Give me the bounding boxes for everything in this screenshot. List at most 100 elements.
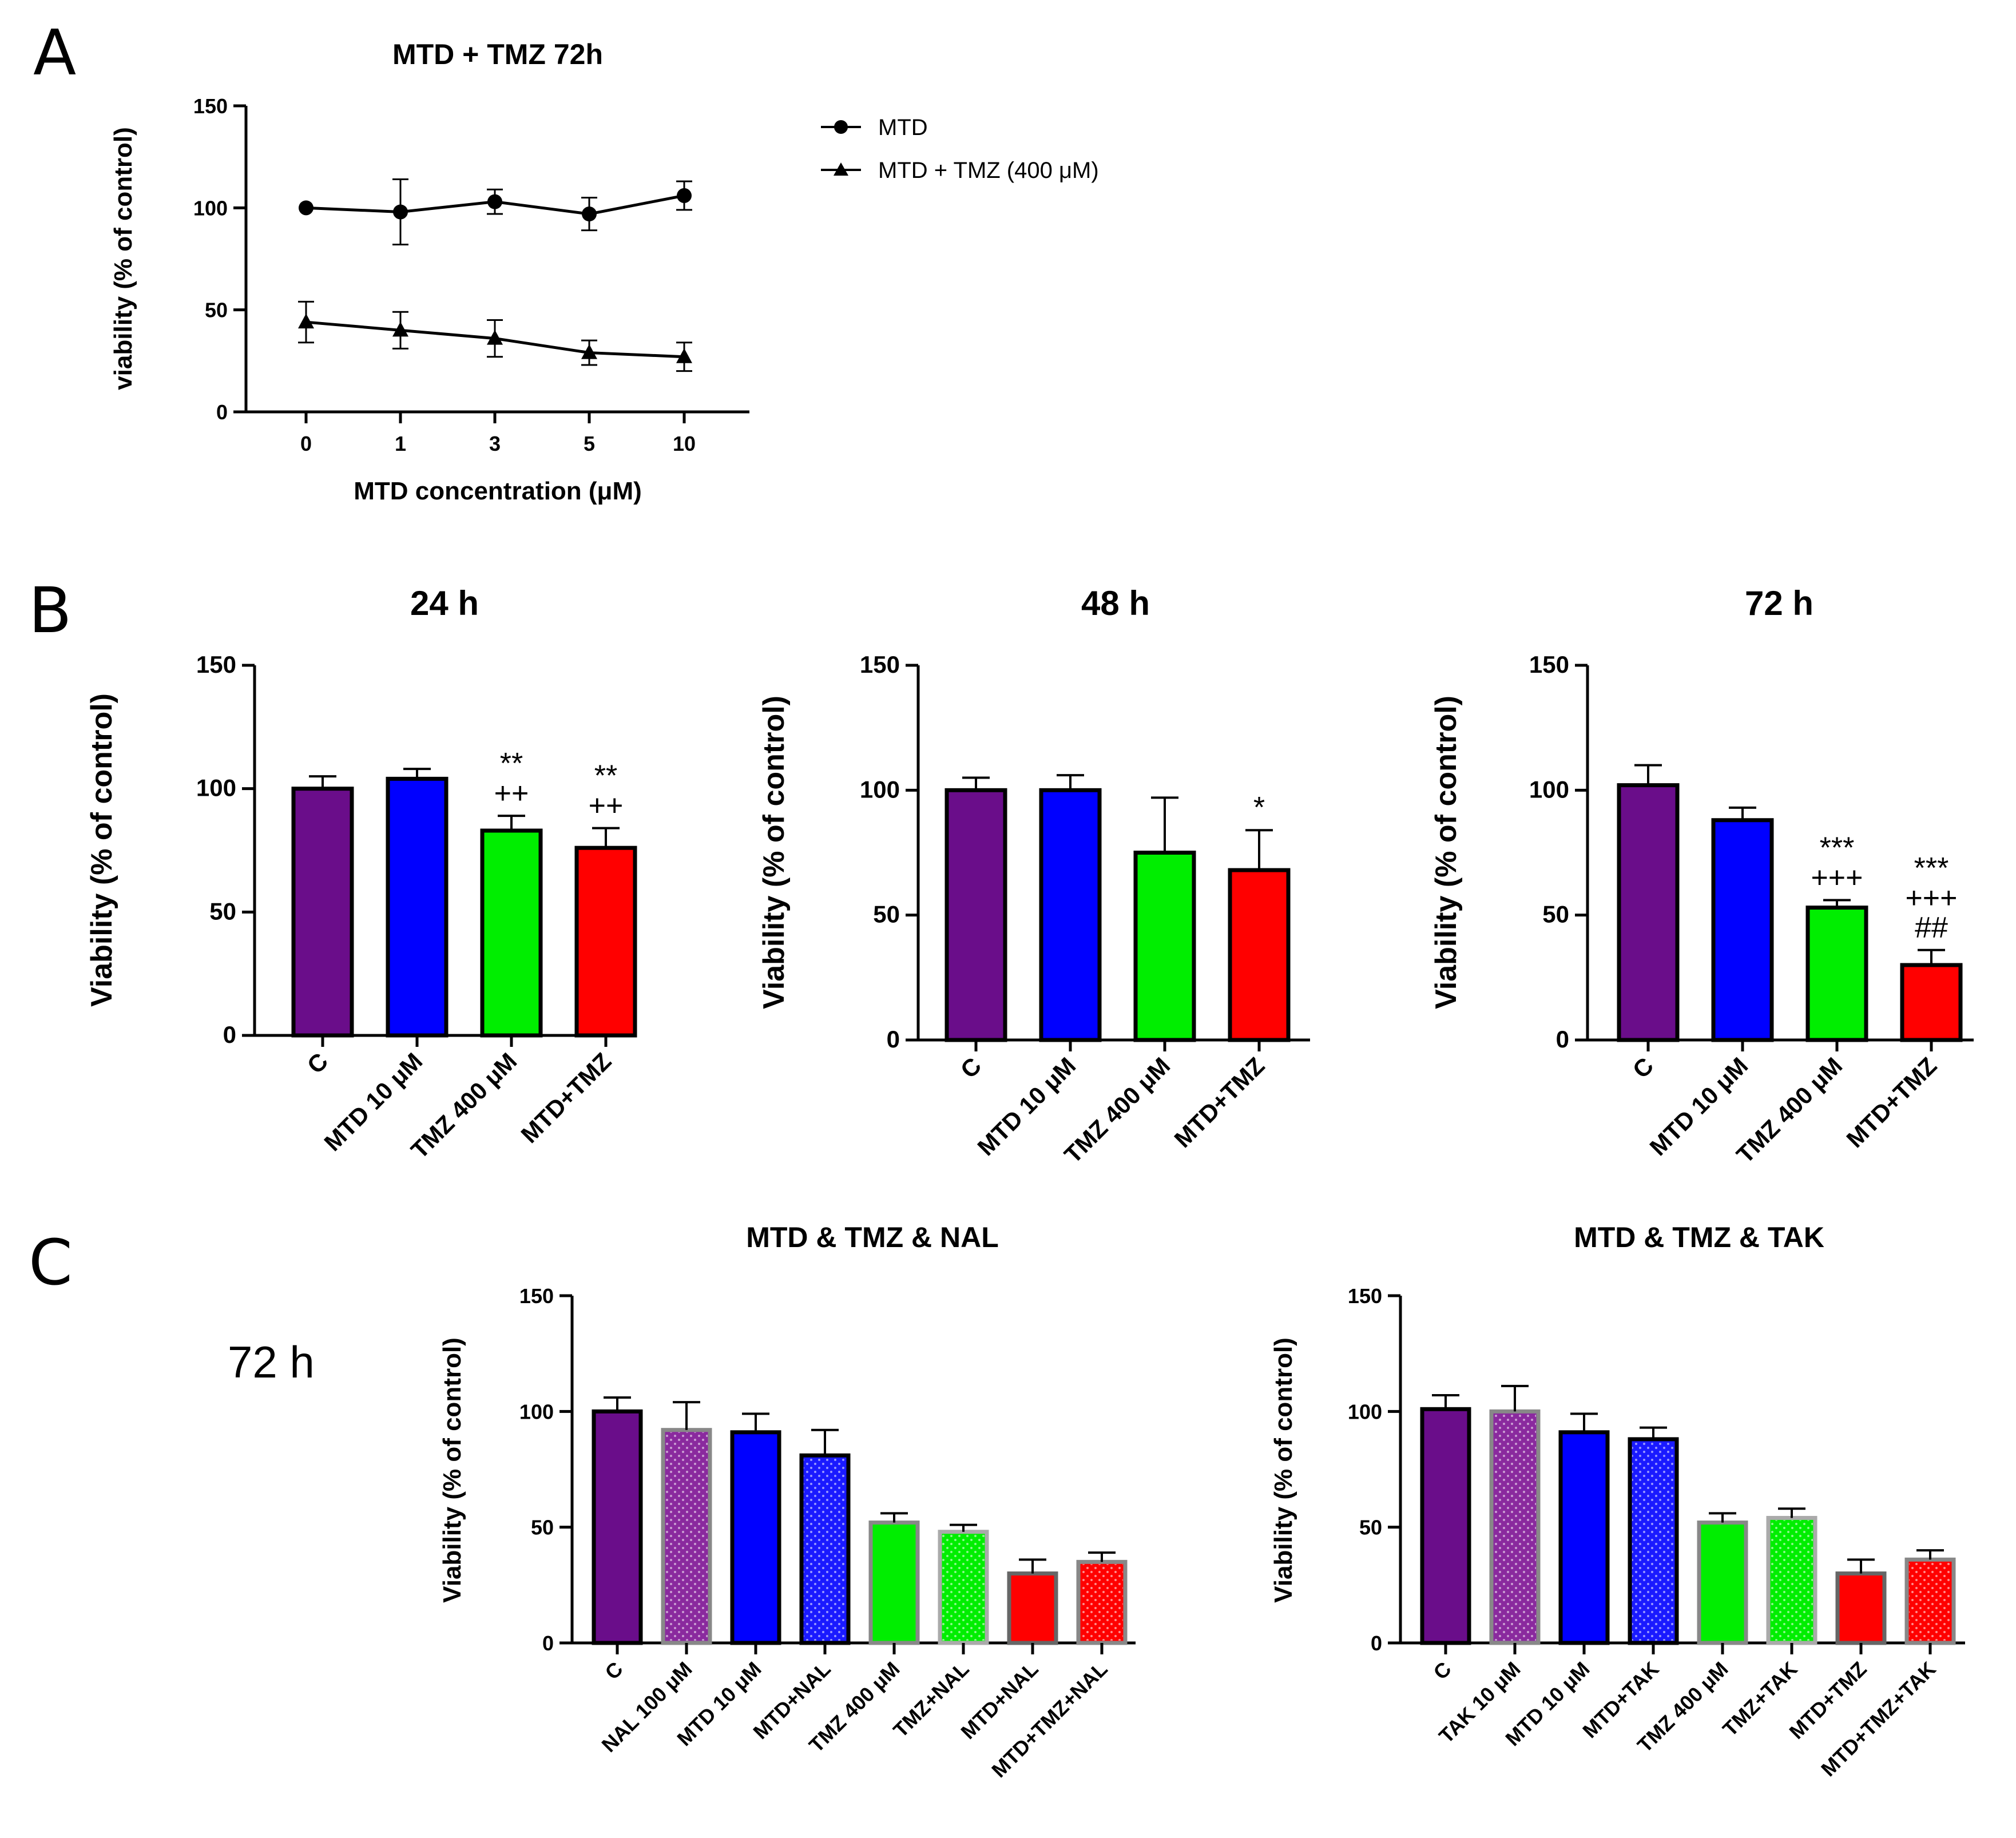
significance-label: ++ <box>494 777 529 810</box>
data-point <box>299 200 313 216</box>
x-axis-title: MTD concentration (μM) <box>354 477 642 505</box>
y-tick-label: 100 <box>196 775 236 801</box>
bar <box>730 1430 781 1645</box>
bar <box>1228 868 1291 1042</box>
bar-pattern <box>1771 1520 1813 1641</box>
y-axis-title: Viability (% of control) <box>85 693 118 1007</box>
significance-label: ++ <box>589 789 624 823</box>
y-axis-title: Viability (% of control) <box>1269 1337 1297 1603</box>
y-tick-label: 150 <box>519 1284 554 1308</box>
significance-label: *** <box>1914 852 1949 885</box>
bar <box>1900 963 1963 1042</box>
y-axis-title: Viability (% of control) <box>757 696 791 1009</box>
bar-pattern <box>1909 1562 1951 1641</box>
bar <box>1805 906 1868 1042</box>
bar <box>944 788 1007 1042</box>
x-tick-label: C <box>955 1052 987 1083</box>
bar <box>1697 1521 1748 1645</box>
y-tick-label: 0 <box>1371 1631 1382 1655</box>
bar-pattern <box>1632 1441 1674 1641</box>
y-axis-title: viability (% of control) <box>109 127 137 390</box>
y-tick-label: 100 <box>860 776 900 803</box>
x-tick-label: C <box>600 1657 627 1684</box>
significance-label: ** <box>594 760 617 793</box>
data-point <box>677 188 692 203</box>
panel-letter-a: A <box>33 16 76 89</box>
chart-title: MTD & TMZ & NAL <box>746 1221 999 1253</box>
y-tick-label: 100 <box>193 196 228 220</box>
bar-chart-c-tak: 0 50 100 150 Viability (% of control) MTD & T… <box>1269 1221 1965 1781</box>
data-point <box>581 344 597 359</box>
y-tick-label: 0 <box>223 1021 236 1048</box>
y-tick-label: 100 <box>1348 1400 1382 1423</box>
legend-marker <box>834 120 848 134</box>
bar <box>1007 1571 1058 1645</box>
bar-chart-b-72h: 0 50 100 150 Viability (% of control) 72 h C MT… <box>1430 584 1974 1168</box>
data-point <box>392 321 408 337</box>
x-tick-label: MTD+TMZ <box>1169 1052 1269 1153</box>
chart-title: 24 h <box>410 584 479 622</box>
bar <box>868 1521 920 1645</box>
y-tick-label: 100 <box>519 1400 554 1423</box>
bar <box>574 845 637 1038</box>
data-point <box>393 204 408 220</box>
chart-title: MTD & TMZ & TAK <box>1574 1221 1824 1253</box>
panel-letter-b: B <box>29 574 72 647</box>
bar-pattern <box>942 1534 985 1641</box>
bar-pattern <box>1081 1564 1123 1641</box>
bar-chart-b-24h: 0 50 100 150 Viability (% of control) 24 h C MT… <box>85 584 637 1164</box>
legend-label: MTD <box>878 115 928 140</box>
bar <box>1420 1407 1471 1645</box>
bar <box>291 787 354 1038</box>
x-tick-label: 0 <box>300 432 312 455</box>
y-tick-label: 100 <box>1529 776 1569 803</box>
significance-label: +++ <box>1811 861 1863 894</box>
y-tick-label: 150 <box>860 651 900 678</box>
y-tick-label: 0 <box>542 1631 554 1655</box>
x-tick-label: 10 <box>673 432 696 455</box>
bar-pattern <box>665 1432 708 1641</box>
y-axis-title: Viability (% of control) <box>1430 696 1463 1009</box>
y-tick-label: 150 <box>1529 651 1569 678</box>
x-tick-label: C <box>302 1047 334 1079</box>
y-tick-label: 150 <box>196 651 236 678</box>
y-tick-label: 50 <box>209 898 236 924</box>
chart-title: 48 h <box>1081 584 1150 622</box>
chart-title: 72 h <box>1745 584 1813 622</box>
bar <box>1617 783 1680 1042</box>
x-tick-label: 5 <box>584 432 595 455</box>
bar-chart-c-nal: 0 50 100 150 Viability (% of control) MTD & T… <box>438 1221 1136 1782</box>
bar-chart-b-48h: 0 50 100 150 Viability (% of control) 48 h C MT… <box>757 584 1310 1168</box>
y-tick-label: 0 <box>216 400 228 424</box>
bar-pattern <box>804 1458 846 1641</box>
data-point <box>487 194 502 209</box>
bar <box>480 828 543 1038</box>
x-tick-label: MTD+TMZ <box>515 1047 616 1148</box>
y-axis-title: Viability (% of control) <box>438 1337 466 1603</box>
x-tick-label: MTD+TMZ+TAK <box>1816 1657 1940 1781</box>
data-point <box>582 207 597 222</box>
bar-pattern <box>1494 1414 1536 1641</box>
y-tick-label: 50 <box>205 299 228 322</box>
data-point <box>676 348 692 363</box>
chart-title: MTD + TMZ 72h <box>392 38 603 70</box>
bar <box>1133 851 1196 1042</box>
legend-marker <box>834 162 848 176</box>
bar <box>1558 1430 1610 1645</box>
bar <box>1039 788 1102 1042</box>
x-tick-label: C <box>1628 1052 1659 1083</box>
y-tick-label: 150 <box>1348 1284 1382 1308</box>
bar <box>386 776 449 1038</box>
legend-label: MTD + TMZ (400 μM) <box>878 158 1099 183</box>
data-point <box>298 313 314 329</box>
panel-letter-c: C <box>29 1226 73 1299</box>
y-tick-label: 0 <box>1556 1026 1569 1053</box>
x-tick-label: 3 <box>489 432 501 455</box>
y-tick-label: 50 <box>531 1516 554 1539</box>
significance-label: * <box>1253 791 1265 824</box>
bar <box>1835 1571 1887 1645</box>
y-tick-label: 50 <box>873 901 900 928</box>
x-tick-label: MTD+TMZ+NAL <box>987 1657 1112 1782</box>
